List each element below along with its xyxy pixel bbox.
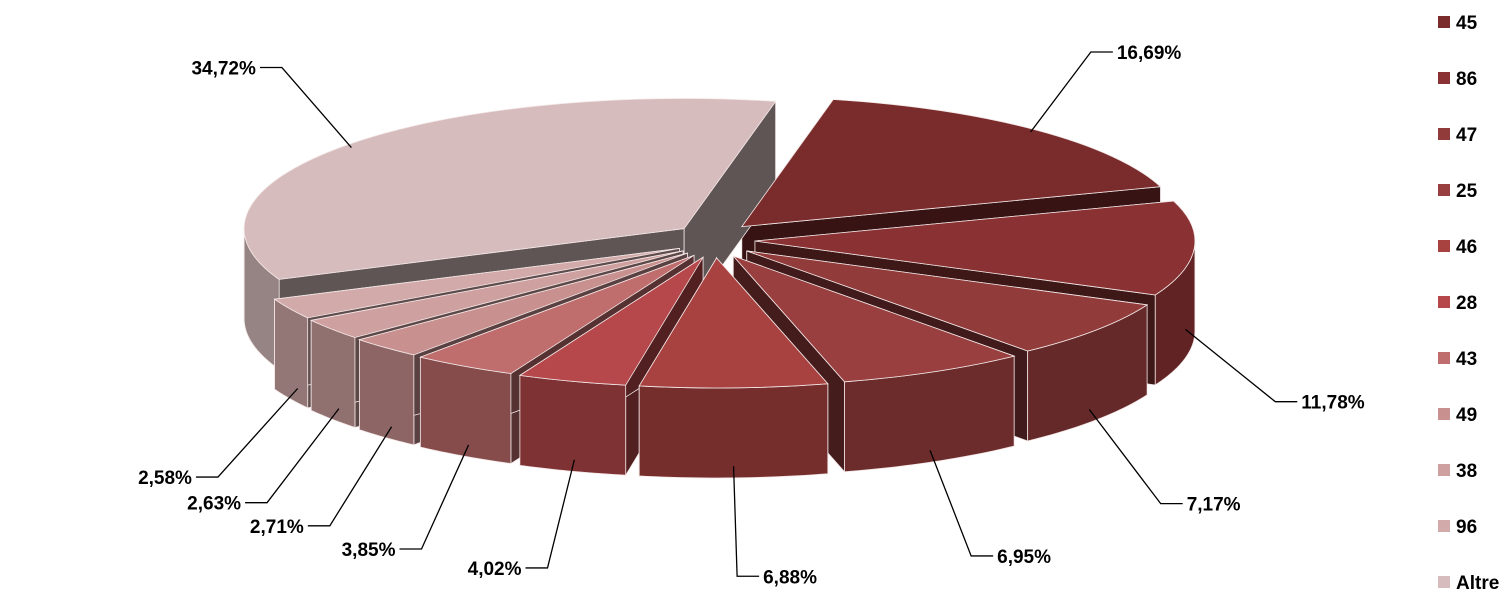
legend-swatch [1438,576,1450,588]
pie-slice-top-46 [638,257,829,389]
leader-line [259,66,352,148]
leader-line [1088,408,1183,505]
legend-swatch [1438,464,1450,476]
legend-label: 38 [1456,461,1477,482]
legend-swatch [1438,16,1450,28]
legend-item: Altre [1438,573,1499,594]
legend-swatch [1438,184,1450,196]
leader-line [245,408,340,504]
legend-item: 28 [1438,293,1477,314]
legend-item: 46 [1438,237,1477,258]
legend-label: 46 [1456,237,1477,258]
legend-item: 38 [1438,461,1477,482]
pie-slice-top-86 [754,200,1196,296]
pie-slice-top-43 [419,254,695,374]
legend-swatch [1438,128,1450,140]
pie-slice-top-25 [732,255,1016,383]
data-label: 7,17% [1187,495,1241,516]
leader-line [1185,328,1298,403]
leader-line [399,444,470,550]
legend-swatch [1438,240,1450,252]
data-label: 2,71% [250,517,304,538]
legend-label: 86 [1456,69,1477,90]
legend-swatch [1438,296,1450,308]
legend-label: Altre [1456,573,1499,594]
leader-line [307,426,393,527]
legend-item: 25 [1438,181,1478,202]
legend-swatch [1438,352,1450,364]
legend-item: 47 [1438,125,1477,146]
legend-label: 47 [1456,125,1477,146]
leader-line [525,459,575,569]
pie-slice-top-96 [273,247,680,319]
leader-line [732,466,760,577]
legend-item: 43 [1438,349,1477,370]
data-label: 34,72% [191,59,256,80]
pie-slice-top-47 [746,250,1149,352]
pie-slice-top-38 [309,250,684,338]
leader-line [195,388,299,478]
legend: 45 86 47 25 46 28 43 49 38 96 Altre [1438,13,1499,594]
pie-slice-top-49 [358,252,688,356]
legend-swatch [1438,520,1450,532]
leader-line [929,450,994,557]
legend-item: 45 [1438,13,1478,34]
legend-label: 45 [1456,13,1478,34]
data-label: 6,88% [763,567,817,588]
legend-label: 43 [1456,349,1477,370]
data-label: 16,69% [1117,43,1182,64]
data-label: 11,78% [1301,393,1364,414]
legend-label: 28 [1456,293,1477,314]
legend-label: 96 [1456,517,1477,538]
data-label: 4,02% [468,559,522,580]
data-label: 2,63% [187,494,241,515]
data-labels: 16,69% 11,78% 7,17% 6,95% 6,88% 4,02% 3,85% 2,7… [138,43,1365,588]
pie-slice-top-28 [518,256,704,386]
legend-item: 86 [1438,69,1477,90]
legend-swatch [1438,408,1450,420]
legend-label: 49 [1456,405,1477,426]
data-label: 2,58% [138,468,192,489]
legend-label: 25 [1456,181,1478,202]
pie-slice-top-45 [740,99,1162,228]
data-label: 3,85% [342,540,396,561]
legend-swatch [1438,72,1450,84]
data-label: 6,95% [997,547,1051,568]
legend-item: 96 [1438,517,1477,538]
legend-item: 49 [1438,405,1477,426]
slice-tops [243,98,1196,389]
pie-slice-top-Altre [243,98,777,280]
leader-line [1030,51,1113,133]
